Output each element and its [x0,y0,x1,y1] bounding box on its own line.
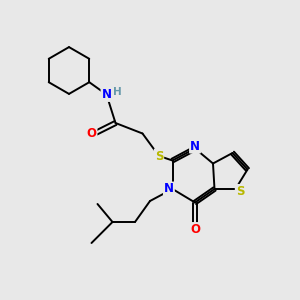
Text: S: S [155,149,163,163]
Text: N: N [190,140,200,153]
Text: N: N [164,182,174,196]
Text: S: S [236,185,244,198]
Text: O: O [86,127,97,140]
Text: O: O [190,223,200,236]
Text: N: N [101,88,112,101]
Text: H: H [112,86,122,97]
